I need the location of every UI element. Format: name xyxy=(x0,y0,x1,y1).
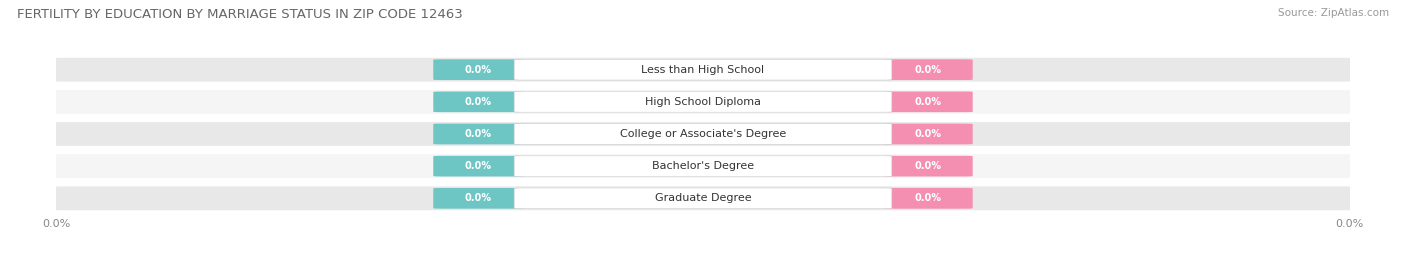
Text: 0.0%: 0.0% xyxy=(465,97,492,107)
FancyBboxPatch shape xyxy=(515,188,891,209)
FancyBboxPatch shape xyxy=(883,188,973,209)
Text: High School Diploma: High School Diploma xyxy=(645,97,761,107)
FancyBboxPatch shape xyxy=(49,154,1357,178)
Text: Bachelor's Degree: Bachelor's Degree xyxy=(652,161,754,171)
FancyBboxPatch shape xyxy=(49,122,1357,146)
FancyBboxPatch shape xyxy=(883,59,973,80)
FancyBboxPatch shape xyxy=(515,59,891,80)
FancyBboxPatch shape xyxy=(433,188,523,209)
Text: FERTILITY BY EDUCATION BY MARRIAGE STATUS IN ZIP CODE 12463: FERTILITY BY EDUCATION BY MARRIAGE STATU… xyxy=(17,8,463,21)
FancyBboxPatch shape xyxy=(515,124,891,144)
Text: 0.0%: 0.0% xyxy=(465,193,492,203)
FancyBboxPatch shape xyxy=(515,91,891,112)
FancyBboxPatch shape xyxy=(433,156,523,177)
FancyBboxPatch shape xyxy=(49,58,1357,81)
Text: 0.0%: 0.0% xyxy=(914,97,941,107)
Text: 0.0%: 0.0% xyxy=(465,65,492,75)
FancyBboxPatch shape xyxy=(883,156,973,177)
FancyBboxPatch shape xyxy=(433,124,523,144)
Text: Less than High School: Less than High School xyxy=(641,65,765,75)
Text: College or Associate's Degree: College or Associate's Degree xyxy=(620,129,786,139)
FancyBboxPatch shape xyxy=(49,187,1357,210)
FancyBboxPatch shape xyxy=(433,59,523,80)
Text: Source: ZipAtlas.com: Source: ZipAtlas.com xyxy=(1278,8,1389,18)
Text: Graduate Degree: Graduate Degree xyxy=(655,193,751,203)
Text: 0.0%: 0.0% xyxy=(914,129,941,139)
FancyBboxPatch shape xyxy=(49,90,1357,114)
Text: 0.0%: 0.0% xyxy=(914,65,941,75)
FancyBboxPatch shape xyxy=(515,156,891,177)
Text: 0.0%: 0.0% xyxy=(914,193,941,203)
Text: 0.0%: 0.0% xyxy=(914,161,941,171)
FancyBboxPatch shape xyxy=(883,124,973,144)
Text: 0.0%: 0.0% xyxy=(465,129,492,139)
FancyBboxPatch shape xyxy=(883,91,973,112)
Text: 0.0%: 0.0% xyxy=(465,161,492,171)
FancyBboxPatch shape xyxy=(433,91,523,112)
